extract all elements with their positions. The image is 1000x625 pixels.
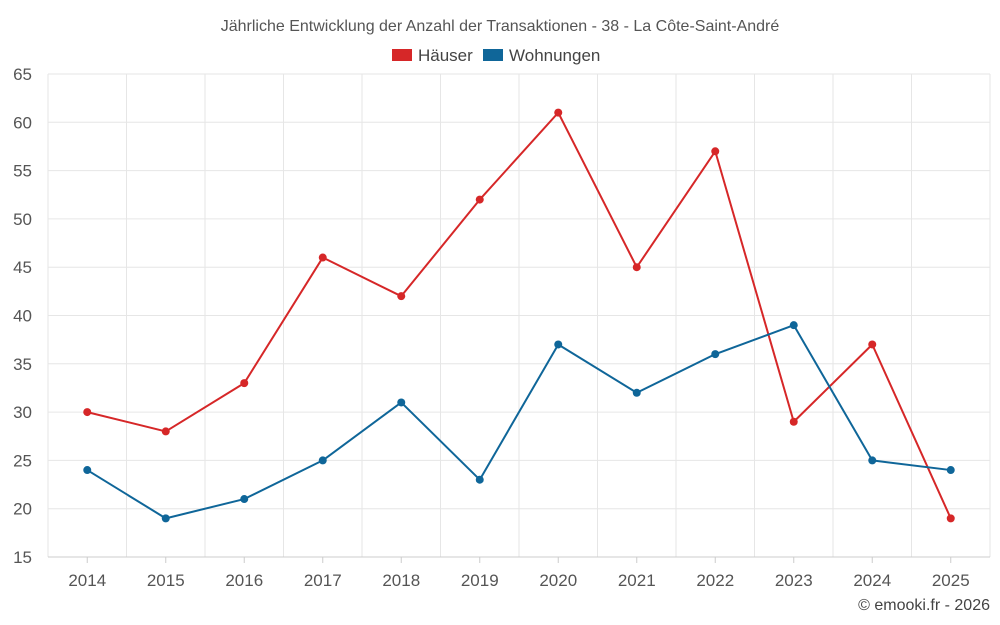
data-point-haeuser[interactable] — [789, 417, 798, 426]
data-point-haeuser[interactable] — [240, 379, 249, 388]
series-points — [83, 108, 955, 523]
y-tick-label: 50 — [13, 210, 32, 229]
series-lines — [86, 111, 952, 520]
legend-item-wohnungen[interactable]: Wohnungen — [483, 46, 600, 65]
data-point-haeuser[interactable] — [318, 253, 327, 262]
data-point-haeuser[interactable] — [868, 340, 877, 349]
data-point-wohnungen[interactable] — [946, 466, 955, 475]
data-point-wohnungen[interactable] — [397, 398, 406, 407]
y-tick-label: 60 — [13, 113, 32, 132]
data-point-haeuser[interactable] — [397, 292, 406, 301]
y-tick-label: 25 — [13, 451, 32, 470]
y-axis: 15 20 25 30 35 40 45 50 55 60 65 — [13, 65, 32, 567]
data-point-haeuser[interactable] — [554, 108, 563, 117]
data-point-wohnungen[interactable] — [711, 350, 720, 359]
x-tick-label: 2025 — [932, 571, 970, 590]
y-tick-label: 45 — [13, 258, 32, 277]
x-tick-label: 2023 — [775, 571, 813, 590]
x-tick-label: 2024 — [853, 571, 891, 590]
data-point-haeuser[interactable] — [475, 195, 484, 204]
x-tick-label: 2020 — [539, 571, 577, 590]
data-point-wohnungen[interactable] — [632, 388, 641, 397]
x-axis: 2014 2015 2016 2017 2018 2019 2020 2021 2022 2023… — [48, 556, 990, 590]
x-tick-label: 2016 — [225, 571, 263, 590]
legend-swatch-wohnungen — [483, 49, 503, 61]
legend-label-wohnungen: Wohnungen — [509, 46, 600, 65]
legend-label-haeuser: Häuser — [418, 46, 473, 65]
y-tick-label: 35 — [13, 355, 32, 374]
data-point-haeuser[interactable] — [711, 147, 720, 156]
data-point-haeuser[interactable] — [632, 263, 641, 272]
x-tick-label: 2018 — [382, 571, 420, 590]
y-tick-label: 20 — [13, 500, 32, 519]
chart-title: Jährliche Entwicklung der Anzahl der Tra… — [221, 18, 780, 35]
y-tick-label: 55 — [13, 162, 32, 181]
data-point-wohnungen[interactable] — [868, 456, 877, 465]
x-tick-label: 2015 — [147, 571, 185, 590]
x-tick-label: 2021 — [618, 571, 656, 590]
series-line-wohnungen — [86, 324, 951, 520]
x-tick-label: 2019 — [461, 571, 499, 590]
x-tick-label: 2022 — [696, 571, 734, 590]
data-point-wohnungen[interactable] — [475, 475, 484, 484]
data-point-wohnungen[interactable] — [161, 514, 170, 523]
data-point-haeuser[interactable] — [946, 514, 955, 523]
legend-item-haeuser[interactable]: Häuser — [392, 46, 473, 65]
data-point-haeuser[interactable] — [83, 408, 92, 417]
y-tick-label: 15 — [13, 548, 32, 567]
data-point-wohnungen[interactable] — [554, 340, 563, 349]
x-tick-label: 2014 — [68, 571, 106, 590]
data-point-wohnungen[interactable] — [789, 321, 798, 330]
y-tick-label: 30 — [13, 403, 32, 422]
data-point-wohnungen[interactable] — [83, 466, 92, 475]
x-tick-label: 2017 — [304, 571, 342, 590]
series-line-haeuser — [87, 111, 952, 519]
data-point-wohnungen[interactable] — [318, 456, 327, 465]
data-point-haeuser[interactable] — [161, 427, 170, 436]
legend: Häuser Wohnungen — [392, 46, 600, 65]
credit-text: © emooki.fr - 2026 — [858, 597, 990, 614]
y-tick-label: 40 — [13, 307, 32, 326]
y-tick-label: 65 — [13, 65, 32, 84]
data-point-wohnungen[interactable] — [240, 495, 249, 504]
legend-swatch-haeuser — [392, 49, 412, 61]
grid — [47, 73, 991, 558]
